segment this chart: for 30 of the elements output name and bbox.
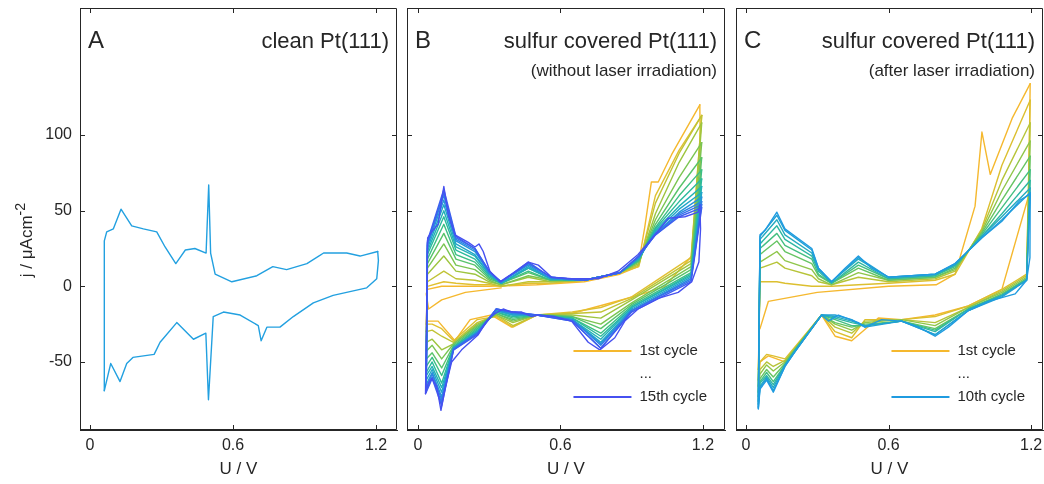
x-tick-label: 0.6 [877,436,900,454]
legend-label: 15th cycle [639,387,708,405]
x-tick-label: 1.2 [691,436,715,454]
y-tick-label: -50 [48,352,73,370]
text: sulfur covered Pt(111) [821,28,1035,53]
annotation: A [88,26,105,53]
x-axis-title: U / V [547,459,586,479]
text: sulfur covered Pt(111) [503,28,717,53]
annotation: B [415,26,432,53]
x-tick-label: 0.6 [221,436,245,454]
y-tick-label: 100 [45,125,73,143]
annotation: ... [957,364,970,382]
text: clean Pt(111) [261,28,390,53]
x-tick-label: 0 [741,436,751,454]
x-tick-label: 0 [85,436,95,454]
x-axis-title: U / V [870,459,910,479]
legend-label: 1st cycle [957,341,1016,359]
x-tick-label: 1.2 [364,436,388,454]
x-axis-title: U / V [219,459,259,479]
x-tick-label: 0 [413,436,423,454]
x-tick-label: 1.2 [1019,436,1043,454]
annotation: ... [639,364,652,382]
y-tick-label: 0 [63,276,73,294]
x-tick-label: 0.6 [549,436,572,454]
y-tick-label: 50 [54,201,73,219]
legend-label: 1st cycle [639,341,698,359]
text: (after laser irradiation) [868,61,1035,80]
legend-label: 10th cycle [957,387,1026,405]
annotation: C [744,26,762,53]
text: (without laser irradiation) [530,61,718,80]
